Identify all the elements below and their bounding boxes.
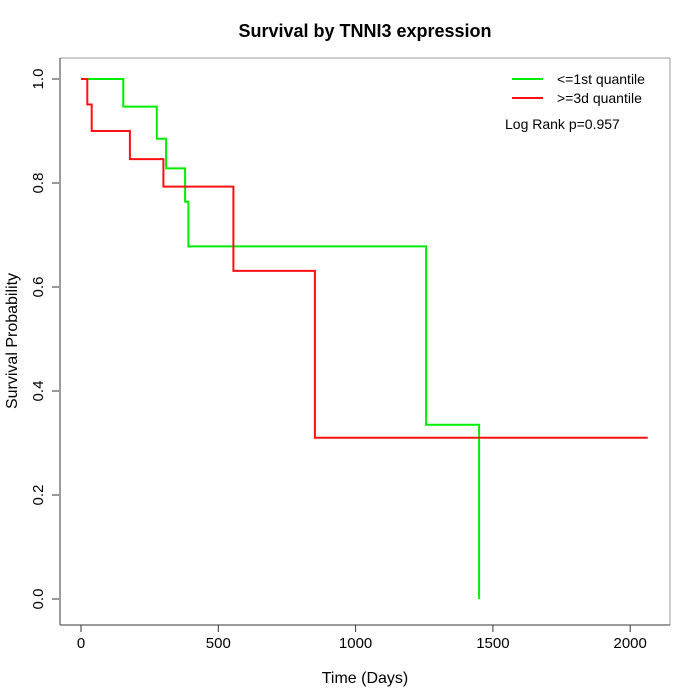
x-tick-label: 2000 bbox=[614, 635, 647, 652]
legend-label-1st-quantile: <=1st quantile bbox=[557, 71, 645, 87]
y-axis-label: Survival Probability bbox=[4, 273, 21, 409]
y-tick-label: 0.8 bbox=[30, 173, 47, 194]
y-tick-label: 0.6 bbox=[30, 277, 47, 298]
survival-curve-3d-quantile bbox=[81, 78, 648, 439]
y-tick-label: 0.2 bbox=[30, 485, 47, 506]
x-tick-label: 500 bbox=[206, 635, 231, 652]
y-tick-label: 0.4 bbox=[30, 381, 47, 402]
survival-curve-1st-quantile bbox=[81, 78, 481, 599]
chart-title: Survival by TNNI3 expression bbox=[238, 21, 491, 41]
x-tick-label: 0 bbox=[77, 635, 85, 652]
x-axis-label: Time (Days) bbox=[322, 670, 409, 687]
axis-ticks: 0 500 1000 1500 2000 0.0 0.2 0.4 0.6 0.8 1.0 bbox=[30, 69, 647, 652]
y-tick-label: 1.0 bbox=[30, 69, 47, 90]
x-tick-label: 1000 bbox=[339, 635, 372, 652]
plot-box bbox=[59, 57, 671, 626]
x-tick-label: 1500 bbox=[476, 635, 509, 652]
legend-label-3d-quantile: >=3d quantile bbox=[557, 90, 642, 106]
legend: <=1st quantile >=3d quantile Log Rank p=… bbox=[505, 71, 645, 132]
logrank-pvalue-annotation: Log Rank p=0.957 bbox=[505, 116, 620, 132]
survival-curves bbox=[81, 78, 648, 599]
y-tick-label: 0.0 bbox=[30, 589, 47, 610]
